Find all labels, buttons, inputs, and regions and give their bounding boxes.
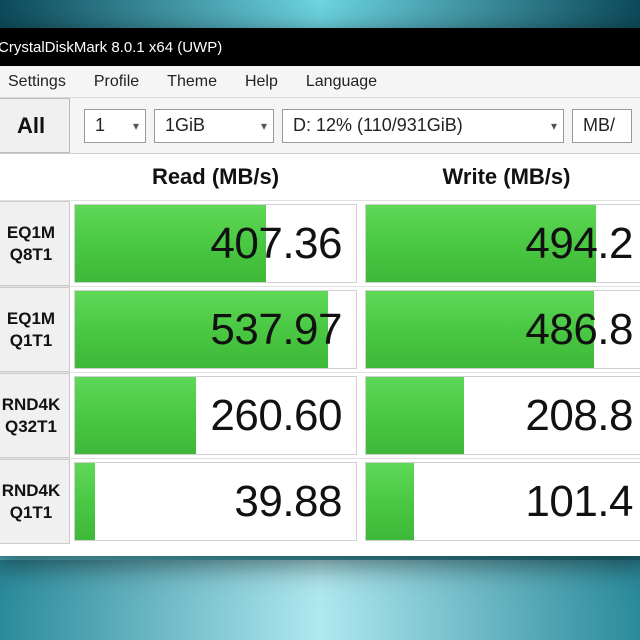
read-cell: 39.88	[74, 462, 357, 541]
result-row: EQ1M Q1T1 537.97 486.8	[0, 286, 640, 372]
read-value: 39.88	[234, 477, 342, 527]
test-button-rnd4k-q32t1[interactable]: RND4K Q32T1	[0, 373, 70, 458]
read-value: 407.36	[210, 219, 342, 269]
menu-help[interactable]: Help	[231, 69, 292, 95]
read-cell: 260.60	[74, 376, 357, 455]
write-cell: 101.4	[365, 462, 640, 541]
test-label-line2: Q1T1	[10, 330, 53, 351]
test-label-line1: EQ1M	[7, 222, 55, 243]
drive-value: D: 12% (110/931GiB)	[293, 115, 463, 136]
menubar: Settings Profile Theme Help Language	[0, 66, 640, 98]
read-value: 260.60	[210, 391, 342, 441]
write-value: 208.8	[525, 391, 633, 441]
write-value: 101.4	[525, 477, 633, 527]
chevron-down-icon: ▾	[551, 119, 557, 133]
count-select[interactable]: 1 ▾	[84, 109, 146, 143]
test-label-line2: Q32T1	[5, 416, 57, 437]
write-cell: 494.2	[365, 204, 640, 283]
write-cell: 208.8	[365, 376, 640, 455]
write-value: 494.2	[525, 219, 633, 269]
write-bar	[366, 463, 414, 540]
test-button-rnd4k-q1t1[interactable]: RND4K Q1T1	[0, 459, 70, 544]
read-cell: 537.97	[74, 290, 357, 369]
controls-row: All 1 ▾ 1GiB ▾ D: 12% (110/931GiB) ▾ MB/	[0, 98, 640, 154]
count-value: 1	[95, 115, 105, 136]
read-bar	[75, 463, 95, 540]
run-all-label: All	[17, 113, 45, 139]
result-row: RND4K Q1T1 39.88 101.4	[0, 458, 640, 544]
chevron-down-icon: ▾	[133, 119, 139, 133]
write-bar	[366, 377, 464, 454]
write-value: 486.8	[525, 305, 633, 355]
read-cell: 407.36	[74, 204, 357, 283]
read-header: Read (MB/s)	[70, 154, 361, 200]
test-label-line2: Q1T1	[10, 502, 53, 523]
size-value: 1GiB	[165, 115, 205, 136]
result-row: RND4K Q32T1 260.60 208.8	[0, 372, 640, 458]
read-bar	[75, 377, 196, 454]
read-value: 537.97	[210, 305, 342, 355]
menu-settings[interactable]: Settings	[0, 69, 80, 95]
test-label-line2: Q8T1	[10, 244, 53, 265]
write-header: Write (MB/s)	[361, 154, 640, 200]
test-label-line1: RND4K	[2, 480, 61, 501]
test-button-seq1m-q1t1[interactable]: EQ1M Q1T1	[0, 287, 70, 372]
write-cell: 486.8	[365, 290, 640, 369]
window-title: CrystalDiskMark 8.0.1 x64 (UWP)	[0, 39, 222, 56]
menu-profile[interactable]: Profile	[80, 69, 153, 95]
test-label-line1: RND4K	[2, 394, 61, 415]
test-label-line1: EQ1M	[7, 308, 55, 329]
app-window: CrystalDiskMark 8.0.1 x64 (UWP) Settings…	[0, 28, 640, 556]
run-all-button[interactable]: All	[0, 98, 70, 153]
unit-select[interactable]: MB/	[572, 109, 632, 143]
chevron-down-icon: ▾	[261, 119, 267, 133]
menu-theme[interactable]: Theme	[153, 69, 231, 95]
titlebar[interactable]: CrystalDiskMark 8.0.1 x64 (UWP)	[0, 28, 640, 66]
size-select[interactable]: 1GiB ▾	[154, 109, 274, 143]
drive-select[interactable]: D: 12% (110/931GiB) ▾	[282, 109, 564, 143]
menu-language[interactable]: Language	[292, 69, 391, 95]
unit-value: MB/	[583, 115, 615, 136]
header-row: Read (MB/s) Write (MB/s)	[0, 154, 640, 200]
result-row: EQ1M Q8T1 407.36 494.2	[0, 200, 640, 286]
test-button-seq1m-q8t1[interactable]: EQ1M Q8T1	[0, 201, 70, 286]
header-spacer	[0, 154, 70, 200]
results-grid: Read (MB/s) Write (MB/s) EQ1M Q8T1 407.3…	[0, 154, 640, 556]
